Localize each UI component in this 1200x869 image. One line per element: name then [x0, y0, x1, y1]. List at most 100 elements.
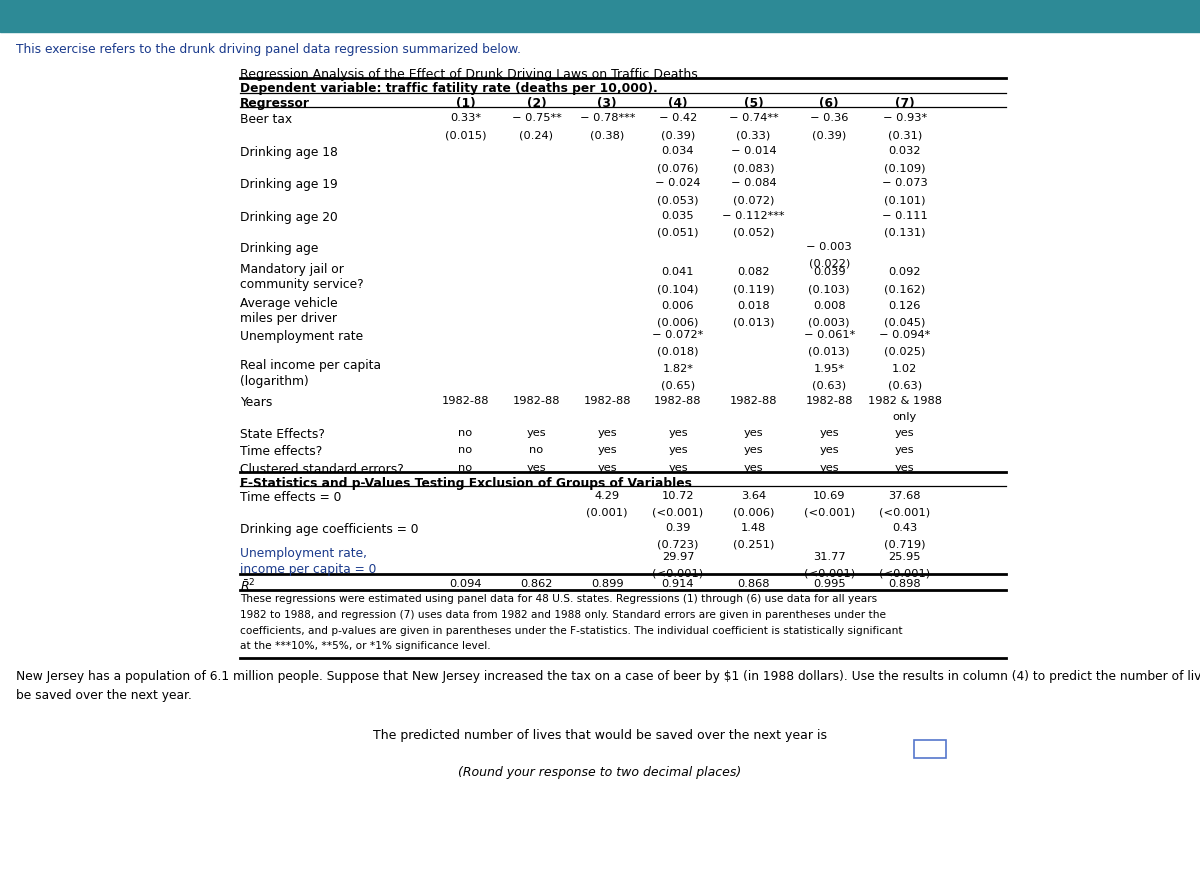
Text: only: only: [893, 411, 917, 421]
Text: 0.33*: 0.33*: [450, 113, 481, 123]
Text: 0.868: 0.868: [737, 578, 770, 587]
Text: (0.003): (0.003): [809, 317, 850, 328]
Text: 1982-88: 1982-88: [442, 395, 490, 405]
Text: (0.072): (0.072): [733, 195, 774, 205]
Text: 1982-88: 1982-88: [583, 395, 631, 405]
Text: 0.995: 0.995: [812, 578, 846, 587]
Text: − 0.094*: − 0.094*: [880, 329, 930, 339]
Text: (0.162): (0.162): [884, 283, 925, 294]
Text: − 0.36: − 0.36: [810, 113, 848, 123]
Text: community service?: community service?: [240, 278, 364, 291]
Text: 10.72: 10.72: [661, 490, 695, 500]
Text: − 0.93*: − 0.93*: [883, 113, 926, 123]
Bar: [914, 740, 946, 758]
Text: (0.65): (0.65): [661, 381, 695, 390]
Text: (<0.001): (<0.001): [653, 568, 703, 578]
Text: yes: yes: [744, 445, 763, 454]
Text: Beer tax: Beer tax: [240, 113, 292, 126]
Text: 1982 & 1988: 1982 & 1988: [868, 395, 942, 405]
Text: − 0.072*: − 0.072*: [653, 329, 703, 339]
Text: yes: yes: [820, 428, 839, 437]
Text: − 0.061*: − 0.061*: [804, 329, 854, 339]
Text: 0.899: 0.899: [590, 578, 624, 587]
Text: 0.126: 0.126: [889, 301, 920, 310]
Text: no: no: [529, 445, 544, 454]
Text: (0.33): (0.33): [737, 129, 770, 140]
Text: (0.053): (0.053): [658, 195, 698, 205]
Text: 1982-88: 1982-88: [730, 395, 778, 405]
Text: 1982-88: 1982-88: [654, 395, 702, 405]
Text: (5): (5): [744, 97, 763, 110]
Text: Drinking age 20: Drinking age 20: [240, 210, 337, 223]
Text: 1982-88: 1982-88: [512, 395, 560, 405]
Text: Drinking age 18: Drinking age 18: [240, 146, 338, 159]
Text: 3.64: 3.64: [742, 490, 766, 500]
Text: − 0.75**: − 0.75**: [511, 113, 562, 123]
Text: (0.052): (0.052): [733, 227, 774, 237]
Text: no: no: [458, 428, 473, 437]
Text: yes: yes: [527, 428, 546, 437]
Text: 37.68: 37.68: [888, 490, 922, 500]
Text: (0.013): (0.013): [733, 317, 774, 328]
Text: yes: yes: [598, 428, 617, 437]
Text: 1982-88: 1982-88: [805, 395, 853, 405]
Text: (<0.001): (<0.001): [804, 568, 854, 578]
Text: 0.035: 0.035: [661, 210, 695, 220]
Text: yes: yes: [820, 462, 839, 472]
Text: (3): (3): [598, 97, 617, 110]
Text: (<0.001): (<0.001): [880, 507, 930, 517]
Text: − 0.78***: − 0.78***: [580, 113, 635, 123]
Text: − 0.112***: − 0.112***: [722, 210, 785, 220]
Text: (0.101): (0.101): [884, 195, 925, 205]
Text: (0.018): (0.018): [658, 346, 698, 356]
Text: Drinking age: Drinking age: [240, 242, 318, 255]
Text: (0.013): (0.013): [809, 346, 850, 356]
Text: (1): (1): [456, 97, 475, 110]
Text: 0.094: 0.094: [449, 578, 482, 587]
Text: Time effects = 0: Time effects = 0: [240, 490, 341, 503]
Text: (0.39): (0.39): [812, 129, 846, 140]
Text: (0.051): (0.051): [658, 227, 698, 237]
Text: 25.95: 25.95: [888, 551, 922, 561]
Text: These regressions were estimated using panel data for 48 U.S. states. Regression: These regressions were estimated using p…: [240, 594, 877, 603]
Text: − 0.74**: − 0.74**: [728, 113, 779, 123]
Text: (0.025): (0.025): [884, 346, 925, 356]
Text: 0.041: 0.041: [661, 267, 695, 276]
Text: (4): (4): [668, 97, 688, 110]
Text: yes: yes: [527, 462, 546, 472]
Text: yes: yes: [895, 445, 914, 454]
Text: Regression Analysis of the Effect of Drunk Driving Laws on Traffic Deaths: Regression Analysis of the Effect of Dru…: [240, 68, 697, 81]
Text: miles per driver: miles per driver: [240, 312, 337, 325]
Text: (0.015): (0.015): [445, 129, 486, 140]
Text: (0.109): (0.109): [884, 163, 925, 173]
Text: (0.006): (0.006): [658, 317, 698, 328]
Text: $\bar{R}^2$: $\bar{R}^2$: [240, 578, 256, 594]
Text: Regressor: Regressor: [240, 97, 310, 110]
Text: (0.006): (0.006): [733, 507, 774, 517]
Text: 29.97: 29.97: [661, 551, 695, 561]
Text: − 0.003: − 0.003: [806, 242, 852, 251]
Text: Average vehicle: Average vehicle: [240, 296, 337, 309]
Text: − 0.024: − 0.024: [655, 178, 701, 188]
Text: (0.022): (0.022): [809, 258, 850, 269]
Text: yes: yes: [598, 462, 617, 472]
Text: Clustered standard errors?: Clustered standard errors?: [240, 462, 403, 475]
Text: − 0.42: − 0.42: [659, 113, 697, 123]
Text: This exercise refers to the drunk driving panel data regression summarized below: This exercise refers to the drunk drivin…: [16, 43, 521, 56]
Text: be saved over the next year.: be saved over the next year.: [16, 688, 192, 701]
Text: 1982 to 1988, and regression (7) uses data from 1982 and 1988 only. Standard err: 1982 to 1988, and regression (7) uses da…: [240, 609, 886, 619]
Text: income per capita = 0: income per capita = 0: [240, 562, 377, 575]
Text: Time effects?: Time effects?: [240, 445, 323, 458]
Text: (0.001): (0.001): [587, 507, 628, 517]
Text: (7): (7): [895, 97, 914, 110]
Text: 10.69: 10.69: [812, 490, 846, 500]
Text: The predicted number of lives that would be saved over the next year is: The predicted number of lives that would…: [373, 728, 827, 741]
Text: − 0.084: − 0.084: [731, 178, 776, 188]
Text: (0.131): (0.131): [884, 227, 925, 237]
Text: 0.018: 0.018: [737, 301, 770, 310]
Text: 1.95*: 1.95*: [814, 363, 845, 373]
Text: 1.82*: 1.82*: [662, 363, 694, 373]
Text: (0.251): (0.251): [733, 539, 774, 549]
Text: 0.008: 0.008: [812, 301, 846, 310]
Text: 0.39: 0.39: [665, 522, 691, 532]
